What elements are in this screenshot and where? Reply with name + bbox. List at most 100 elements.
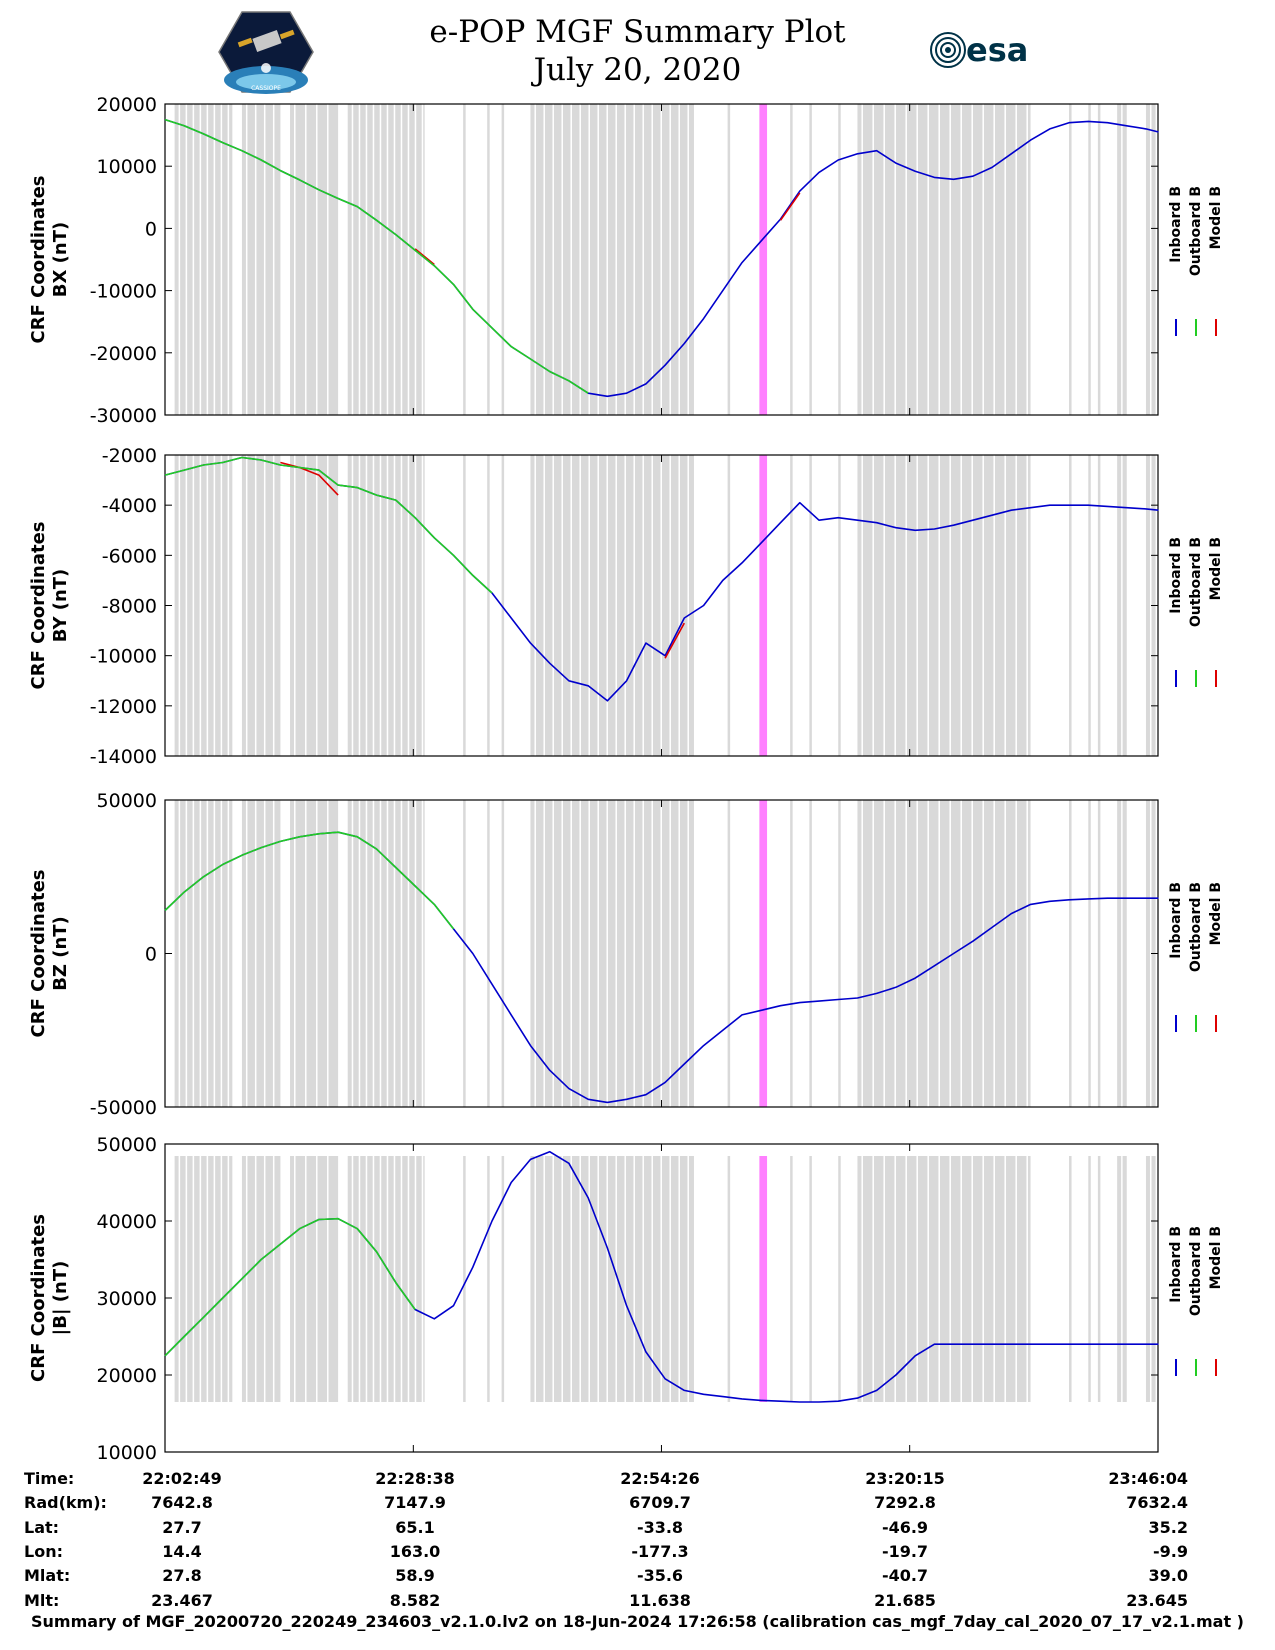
y-tick-label: -50000 — [90, 1097, 157, 1119]
series-line-outboard — [164, 1217, 416, 1357]
gap-stripe — [213, 800, 216, 1107]
gap-stripe — [192, 455, 195, 756]
series-line-model — [414, 192, 801, 266]
gap-stripe — [358, 104, 361, 415]
gap-stripe — [993, 104, 995, 415]
gap-stripe — [1149, 104, 1152, 415]
gap-line — [790, 800, 793, 1107]
gap-stripe — [379, 800, 382, 1107]
gap-stripe — [660, 800, 662, 1107]
gap-band — [857, 455, 1031, 756]
gap-stripe — [263, 104, 266, 415]
gap-line — [487, 455, 490, 756]
gap-stripe — [1026, 455, 1028, 756]
y-tick-label: -20000 — [90, 343, 157, 365]
gap-line — [463, 104, 466, 415]
ephemeris-value: 7147.9 — [384, 1493, 446, 1512]
ephemeris-value: 22:54:26 — [620, 1469, 700, 1488]
gap-stripe — [227, 104, 230, 415]
gap-line — [463, 800, 466, 1107]
gap-stripe — [651, 1156, 653, 1402]
gap-line — [1069, 104, 1072, 415]
gap-stripe — [358, 1156, 361, 1402]
gap-stripe — [579, 1156, 581, 1402]
gap-band — [530, 104, 694, 415]
gap-stripe — [534, 800, 536, 1107]
gap-line — [809, 104, 812, 415]
gap-stripe — [393, 104, 396, 415]
gap-stripe — [552, 800, 554, 1107]
gap-line — [487, 1156, 490, 1402]
gap-band — [174, 455, 233, 756]
gap-stripe — [570, 104, 572, 415]
gap-stripe — [678, 104, 680, 415]
gap-stripe — [407, 1156, 410, 1402]
gap-stripe — [400, 104, 403, 415]
y-axis-label: BY (nT) — [50, 569, 71, 643]
footer-caption: Summary of MGF_20200720_220249_234603_v2… — [31, 1612, 1244, 1631]
gap-stripe — [543, 455, 545, 756]
ephemeris-row-label: Rad(km): — [24, 1493, 107, 1512]
legend-label: Model B — [1208, 186, 1224, 249]
gap-stripe — [660, 1156, 662, 1402]
ephemeris-value: 6709.7 — [629, 1493, 691, 1512]
gap-stripe — [660, 455, 662, 756]
gap-stripe — [400, 1156, 403, 1402]
series-line-outboard — [164, 831, 455, 930]
gap-stripe — [351, 1156, 354, 1402]
ephemeris-value: 7642.8 — [151, 1493, 213, 1512]
gap-line — [217, 104, 221, 415]
gap-line — [217, 1156, 221, 1402]
legend-label: Model B — [1208, 882, 1224, 945]
gap-stripe — [327, 800, 329, 1107]
ephemeris-value: -19.7 — [882, 1542, 928, 1561]
gap-stripe — [861, 455, 863, 756]
gap-stripe — [294, 800, 296, 1107]
y-tick-label: -30000 — [90, 405, 157, 427]
gap-stripe — [206, 1156, 209, 1402]
gap-stripe — [938, 455, 940, 756]
gap-stripe — [358, 455, 361, 756]
gap-stripe — [206, 800, 209, 1107]
gap-stripe — [1004, 455, 1006, 756]
gap-stripe — [316, 800, 318, 1107]
gap-stripe — [407, 800, 410, 1107]
gap-stripe — [263, 455, 266, 756]
gap-stripe — [365, 455, 368, 756]
gap-stripe — [606, 1156, 608, 1402]
gap-stripe — [561, 1156, 563, 1402]
y-axis-label: CRF Coordinates — [28, 870, 49, 1038]
gap-stripe — [971, 104, 973, 415]
gap-stripe — [883, 1156, 885, 1402]
y-tick-label: -12000 — [90, 696, 157, 718]
gap-stripe — [588, 800, 590, 1107]
gap-stripe — [421, 1156, 424, 1402]
gap-stripe — [861, 1156, 863, 1402]
gap-stripe — [407, 104, 410, 415]
gap-stripe — [579, 104, 581, 415]
gap-stripe — [213, 455, 216, 756]
gap-stripe — [272, 1156, 275, 1402]
gap-band — [857, 104, 1031, 415]
ephemeris-value: -35.6 — [637, 1566, 683, 1585]
y-tick-label: 10000 — [97, 1442, 157, 1464]
gap-stripe — [651, 104, 653, 415]
gap-stripe — [272, 104, 275, 415]
gap-band — [241, 104, 281, 415]
ephemeris-value: 27.7 — [162, 1518, 201, 1537]
gap-stripe — [372, 800, 375, 1107]
gap-stripe — [1121, 1156, 1123, 1402]
gap-band — [174, 800, 233, 1107]
gap-stripe — [421, 104, 424, 415]
gap-line — [501, 1156, 505, 1402]
gap-stripe — [971, 800, 973, 1107]
gap-stripe — [597, 104, 599, 415]
gap-stripe — [351, 800, 354, 1107]
gap-line — [1088, 104, 1091, 415]
gap-stripe — [916, 104, 918, 415]
gap-stripe — [1026, 800, 1028, 1107]
gap-stripe — [372, 1156, 375, 1402]
gap-stripe — [687, 800, 689, 1107]
gap-line — [1088, 1156, 1091, 1402]
gap-stripe — [687, 1156, 689, 1402]
